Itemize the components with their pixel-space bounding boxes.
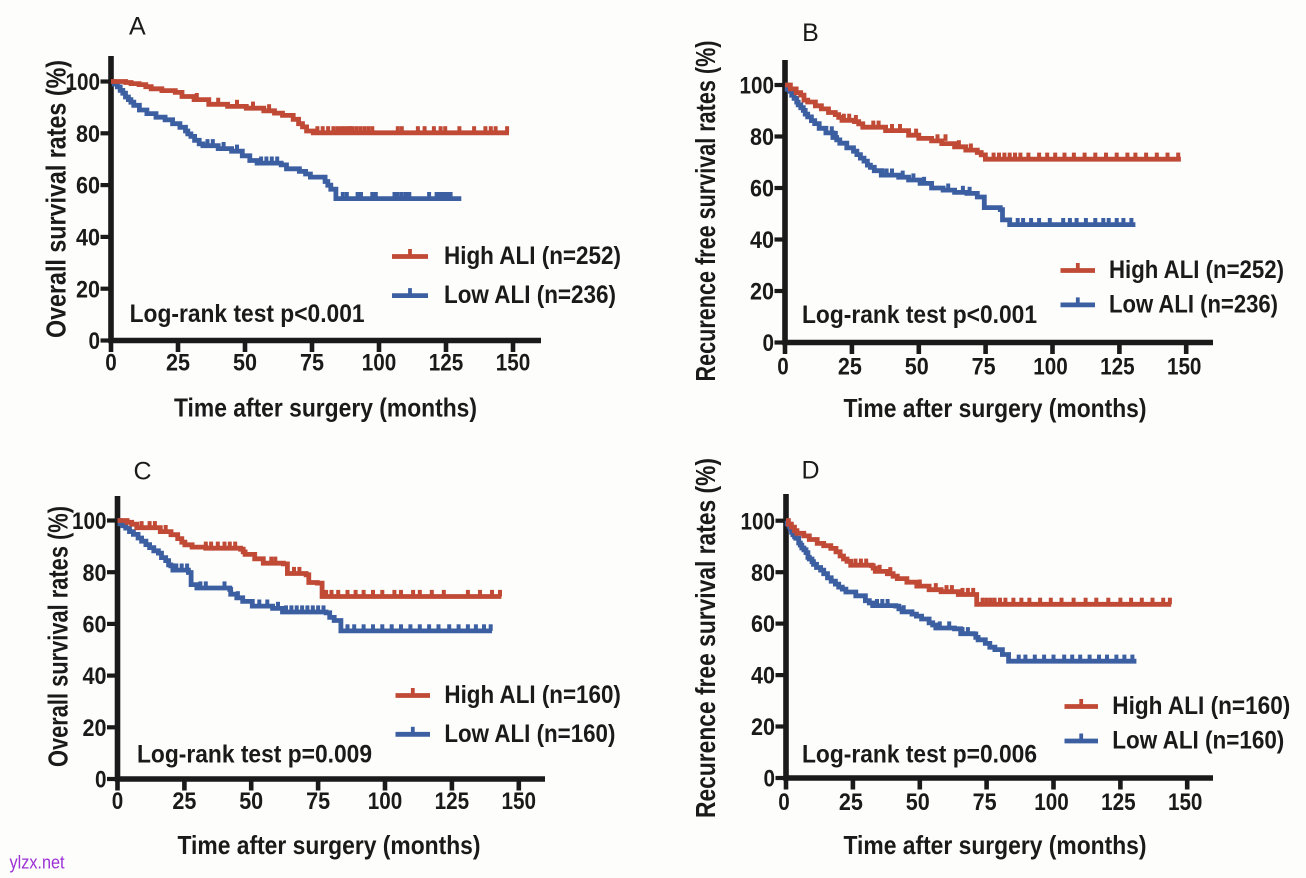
svg-text:75: 75 <box>973 789 997 816</box>
svg-text:40: 40 <box>76 225 100 252</box>
svg-text:Recurence free survival rates: Recurence free survival rates (%) <box>690 458 721 818</box>
svg-text:0: 0 <box>95 767 107 794</box>
svg-text:Log-rank test p<0.001: Log-rank test p<0.001 <box>802 301 1037 329</box>
svg-text:80: 80 <box>76 121 100 148</box>
svg-text:Time after surgery (months): Time after surgery (months) <box>844 830 1147 860</box>
svg-text:0: 0 <box>89 328 101 355</box>
svg-text:150: 150 <box>496 350 531 377</box>
svg-text:20: 20 <box>83 715 107 742</box>
svg-text:20: 20 <box>751 714 775 741</box>
svg-text:60: 60 <box>751 611 775 638</box>
svg-text:60: 60 <box>750 176 774 203</box>
svg-text:150: 150 <box>1167 354 1202 381</box>
svg-text:40: 40 <box>83 663 107 690</box>
svg-text:Recurence free survival rates: Recurence free survival rates (%) <box>690 41 721 382</box>
svg-text:High ALI (n=252): High ALI (n=252) <box>444 242 621 270</box>
svg-text:A: A <box>129 13 146 41</box>
svg-text:Time after surgery (months): Time after surgery (months) <box>178 830 481 860</box>
svg-text:20: 20 <box>750 279 774 306</box>
svg-text:100: 100 <box>362 350 397 377</box>
svg-text:150: 150 <box>1168 789 1203 816</box>
svg-text:B: B <box>802 19 819 47</box>
svg-text:75: 75 <box>306 788 330 815</box>
svg-text:100: 100 <box>66 69 101 96</box>
svg-text:Low ALI (n=236): Low ALI (n=236) <box>444 281 616 309</box>
svg-text:High ALI (n=160): High ALI (n=160) <box>444 681 621 709</box>
svg-text:25: 25 <box>166 350 190 377</box>
svg-text:D: D <box>801 457 819 485</box>
svg-text:75: 75 <box>300 350 324 377</box>
svg-text:25: 25 <box>839 789 863 816</box>
svg-text:50: 50 <box>905 354 929 381</box>
svg-text:0: 0 <box>777 354 789 381</box>
svg-text:0: 0 <box>764 766 776 793</box>
svg-text:75: 75 <box>972 354 996 381</box>
svg-text:Low ALI (n=236): Low ALI (n=236) <box>1109 290 1278 318</box>
svg-text:0: 0 <box>105 350 117 377</box>
svg-text:Log-rank test p=0.009: Log-rank test p=0.009 <box>137 741 372 769</box>
svg-text:125: 125 <box>1101 789 1136 816</box>
svg-text:40: 40 <box>750 227 774 254</box>
svg-text:Log-rank test p=0.006: Log-rank test p=0.006 <box>802 741 1037 769</box>
svg-text:80: 80 <box>83 560 107 587</box>
svg-text:C: C <box>133 458 151 486</box>
svg-text:Low ALI (n=160): Low ALI (n=160) <box>444 720 615 748</box>
svg-text:Time after surgery (months): Time after surgery (months) <box>174 393 477 423</box>
svg-text:100: 100 <box>72 508 107 535</box>
svg-text:100: 100 <box>1034 789 1069 816</box>
svg-text:Log-rank test p<0.001: Log-rank test p<0.001 <box>130 300 365 328</box>
svg-text:ylzx.net: ylzx.net <box>10 853 65 873</box>
svg-text:100: 100 <box>740 73 775 100</box>
svg-text:80: 80 <box>751 560 775 587</box>
svg-text:125: 125 <box>429 350 464 377</box>
svg-text:20: 20 <box>76 276 100 303</box>
svg-text:50: 50 <box>239 788 263 815</box>
svg-text:100: 100 <box>1033 354 1068 381</box>
svg-text:100: 100 <box>741 508 776 535</box>
svg-text:80: 80 <box>750 124 774 151</box>
svg-text:125: 125 <box>1100 354 1135 381</box>
svg-text:60: 60 <box>83 612 107 639</box>
svg-text:50: 50 <box>906 789 930 816</box>
svg-text:High ALI (n=160): High ALI (n=160) <box>1112 692 1290 720</box>
svg-text:40: 40 <box>751 663 775 690</box>
svg-text:0: 0 <box>112 788 124 815</box>
svg-text:Time after surgery (months): Time after surgery (months) <box>844 393 1147 423</box>
svg-text:Overall survival rates (%): Overall survival rates (%) <box>41 60 72 338</box>
svg-text:100: 100 <box>368 788 403 815</box>
svg-text:High ALI (n=252): High ALI (n=252) <box>1109 256 1284 284</box>
svg-text:60: 60 <box>76 173 100 200</box>
svg-text:Low ALI (n=160): Low ALI (n=160) <box>1112 727 1284 755</box>
svg-text:0: 0 <box>763 330 775 357</box>
svg-text:0: 0 <box>778 789 790 816</box>
svg-text:25: 25 <box>172 788 196 815</box>
svg-text:25: 25 <box>838 354 862 381</box>
svg-text:50: 50 <box>233 350 257 377</box>
svg-text:Overall survival rates (%): Overall survival rates (%) <box>43 506 74 767</box>
svg-text:150: 150 <box>502 788 537 815</box>
svg-text:125: 125 <box>435 788 470 815</box>
